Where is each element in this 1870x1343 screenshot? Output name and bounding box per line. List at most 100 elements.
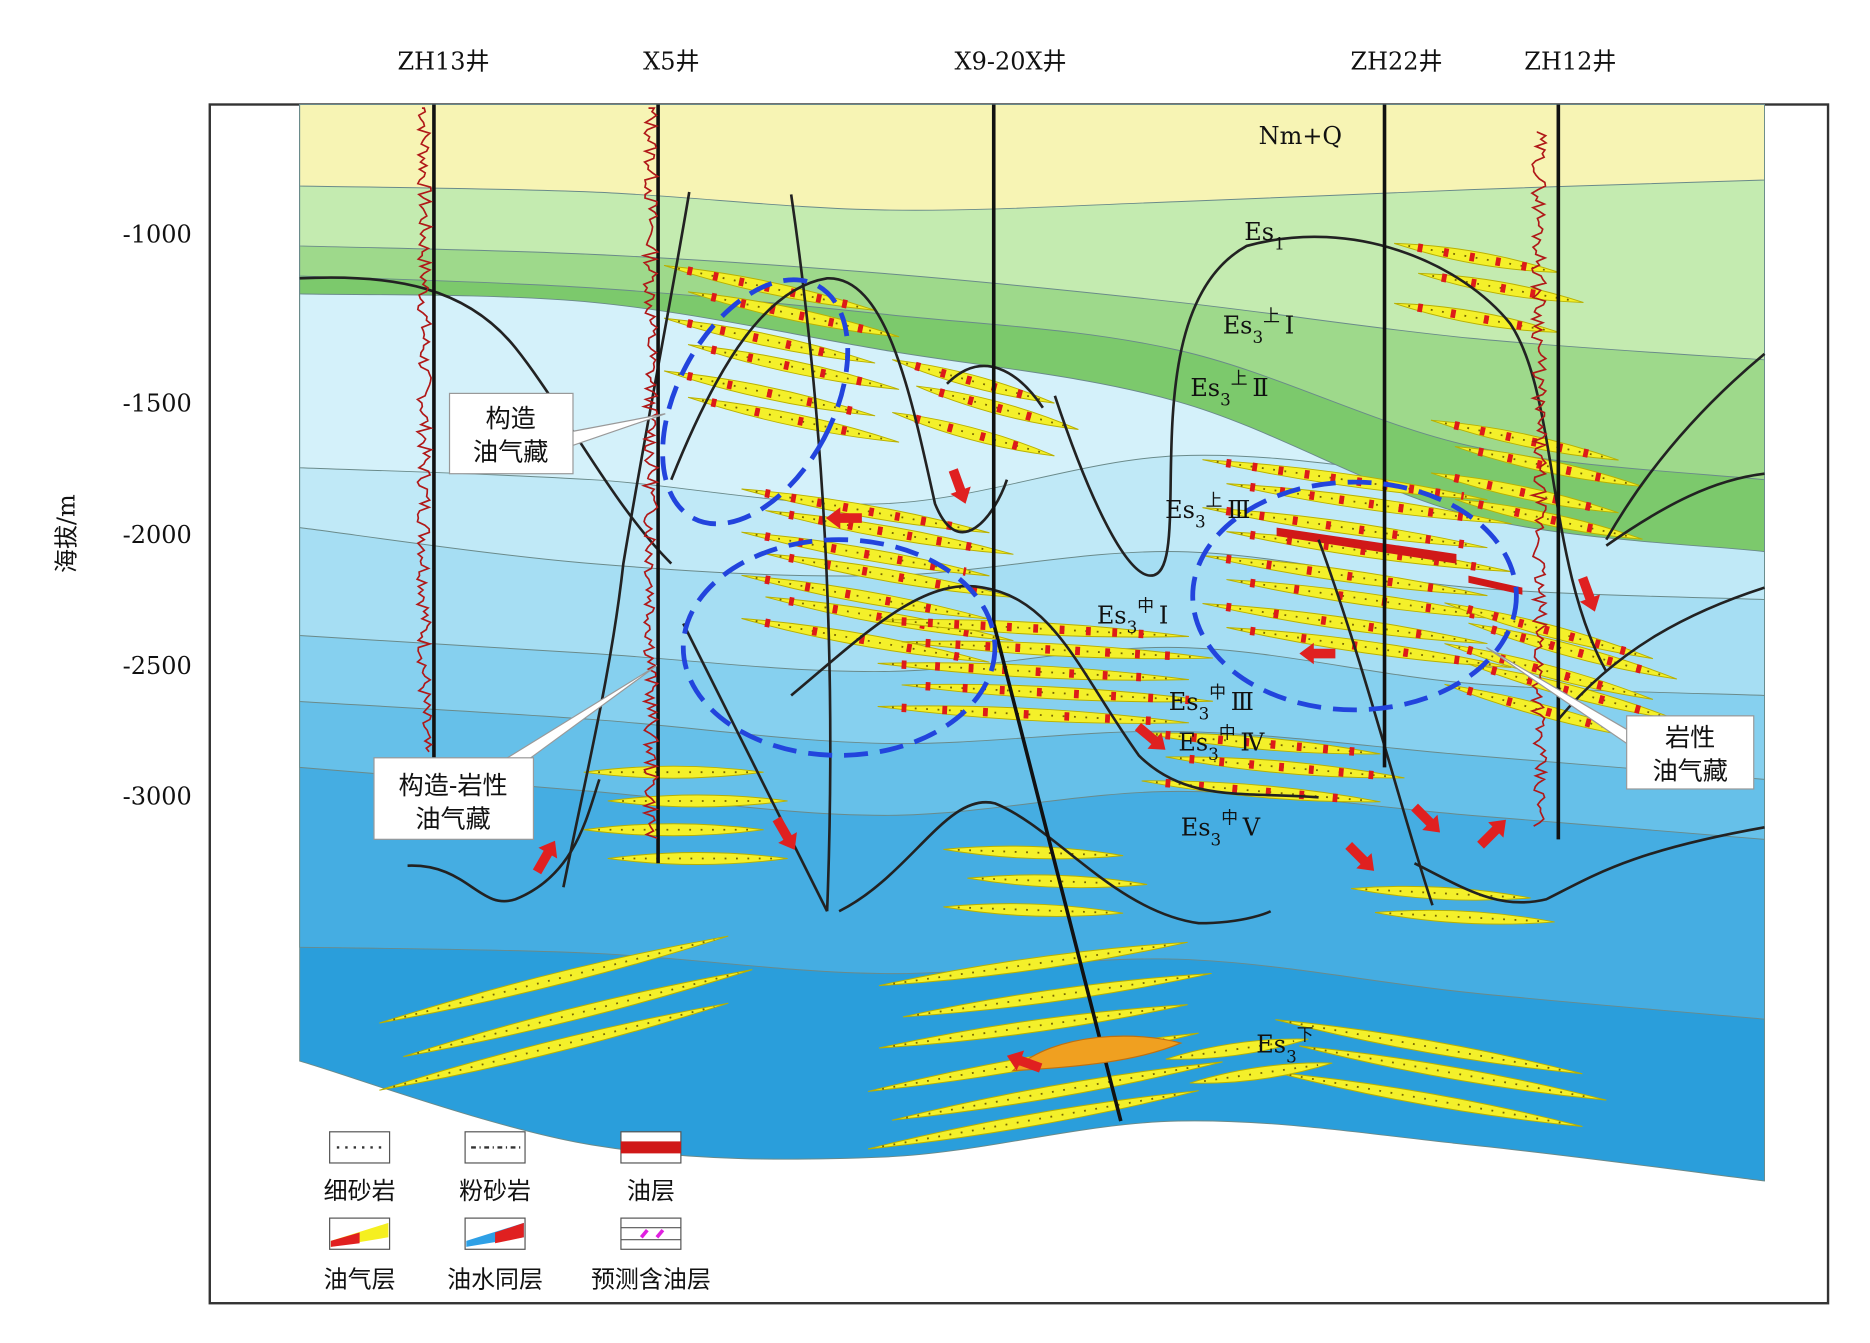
fault <box>1605 472 1765 547</box>
sand-lens <box>891 1061 1223 1121</box>
axis-label: 海拔/m <box>52 494 80 573</box>
gas-cap <box>1011 1035 1183 1072</box>
oil-marks <box>1165 730 1357 756</box>
layer-base: Es <box>1169 688 1199 716</box>
layer-label: Es3中 Ⅴ <box>1181 808 1261 850</box>
lens-dots <box>893 943 1174 985</box>
sand-lens <box>1275 1019 1583 1075</box>
oil-marks <box>1249 482 1489 525</box>
layer-suffix: Ⅲ <box>1227 496 1250 524</box>
layer-base: Nm+Q <box>1259 122 1342 150</box>
lens-body <box>943 845 1124 860</box>
lens-body <box>741 617 990 663</box>
lens-body <box>607 852 788 865</box>
layer-base: Es <box>1256 1031 1286 1059</box>
sand-lens <box>877 617 1189 640</box>
trap <box>680 537 998 758</box>
sand-lens <box>901 681 1213 705</box>
lens-dots <box>893 1005 1174 1047</box>
layer-label: Es3中 Ⅳ <box>1178 723 1265 765</box>
lens-dots <box>1155 733 1367 754</box>
lens-body <box>878 941 1188 987</box>
sand-bodies <box>379 242 1678 1150</box>
oil-marks <box>1466 604 1631 657</box>
sand-lens <box>741 617 990 663</box>
depth-axis: 海拔/m -1000 -1500 -2000 -2500 -3000 <box>52 220 191 810</box>
fault <box>1413 826 1765 904</box>
layer-label: Es3上 Ⅰ <box>1223 305 1295 347</box>
layer-suffix: Ⅲ <box>1231 688 1254 716</box>
layer-suffix: Ⅱ <box>1252 374 1268 402</box>
oil-marks <box>901 617 1166 640</box>
legend-label: 细砂岩 <box>324 1177 396 1205</box>
fault <box>562 191 691 888</box>
sand-lens <box>1374 909 1555 925</box>
icon-predicted <box>620 1217 682 1250</box>
sand-lens <box>877 703 1189 726</box>
layer-base: Es <box>1181 814 1211 842</box>
lens-body <box>901 683 1213 703</box>
layer-sub: 3 <box>1195 512 1206 532</box>
lens-dots <box>1408 304 1546 331</box>
callout-text: 构造-岩性 <box>399 771 508 800</box>
sand-lens <box>1430 419 1619 461</box>
callout-text: 构造 <box>485 404 535 433</box>
layer-sub: 3 <box>1211 829 1222 849</box>
lens-dots <box>1468 501 1629 538</box>
layer-sub: 3 <box>1253 327 1264 347</box>
lens-body <box>1165 756 1405 779</box>
lens-dots <box>957 848 1109 857</box>
lens-body <box>1275 1019 1583 1075</box>
lens-dots <box>1289 1073 1569 1125</box>
lens-body <box>379 935 729 1024</box>
sand-lens <box>379 1002 729 1091</box>
faults <box>299 191 1766 925</box>
legend-icons <box>329 1131 682 1250</box>
oil-layer <box>1276 527 1457 564</box>
callout-box <box>1626 715 1755 790</box>
lens-body <box>583 765 764 779</box>
sand-lens <box>607 794 788 808</box>
callout-text: 岩性 <box>1665 723 1715 752</box>
lens-body <box>379 1002 729 1091</box>
oil-marks <box>686 266 853 310</box>
sand-lens <box>892 411 1055 457</box>
sand-lens <box>1165 754 1405 780</box>
lens-dots <box>1444 422 1605 458</box>
sand-lens <box>877 660 1189 683</box>
well-label: X5井 <box>643 48 699 76</box>
lens-body <box>902 972 1212 1018</box>
arrow <box>1134 722 1166 750</box>
layer-sub: 3 <box>1127 617 1138 637</box>
layer-label: Es3中 Ⅰ <box>1097 596 1169 638</box>
lens-body <box>877 705 1189 724</box>
sand-lens <box>1165 1038 1309 1060</box>
oil-marks <box>1441 273 1561 303</box>
layer-label: Es3下 <box>1256 1025 1313 1067</box>
trap <box>660 277 851 527</box>
arrow <box>1477 819 1506 849</box>
well-labels: ZH13井 X5井 X9-20X井 ZH22井 ZH12井 <box>398 48 1617 76</box>
callouts: 构造 油气藏 构造-岩性 油气藏 岩性 油气藏 <box>373 392 1755 840</box>
arrow <box>1006 1050 1043 1073</box>
arrow <box>1411 803 1441 833</box>
fault <box>670 276 1009 534</box>
arrow <box>1578 576 1601 612</box>
layer-base: Es <box>1244 218 1274 246</box>
fault <box>407 778 601 903</box>
sand-lens <box>878 1004 1188 1049</box>
sand-lens <box>583 765 764 779</box>
layer-sub: 3 <box>1199 703 1210 723</box>
lens-dots <box>1468 448 1629 485</box>
sand-lens <box>1299 1045 1607 1101</box>
tick-label: -3000 <box>123 783 192 811</box>
lens-dots <box>1365 888 1517 899</box>
lens-body <box>583 823 764 837</box>
sand-lens <box>583 823 764 837</box>
lens-body <box>1374 909 1555 925</box>
oil-layer <box>1468 575 1523 595</box>
well-label: ZH13井 <box>398 48 490 76</box>
